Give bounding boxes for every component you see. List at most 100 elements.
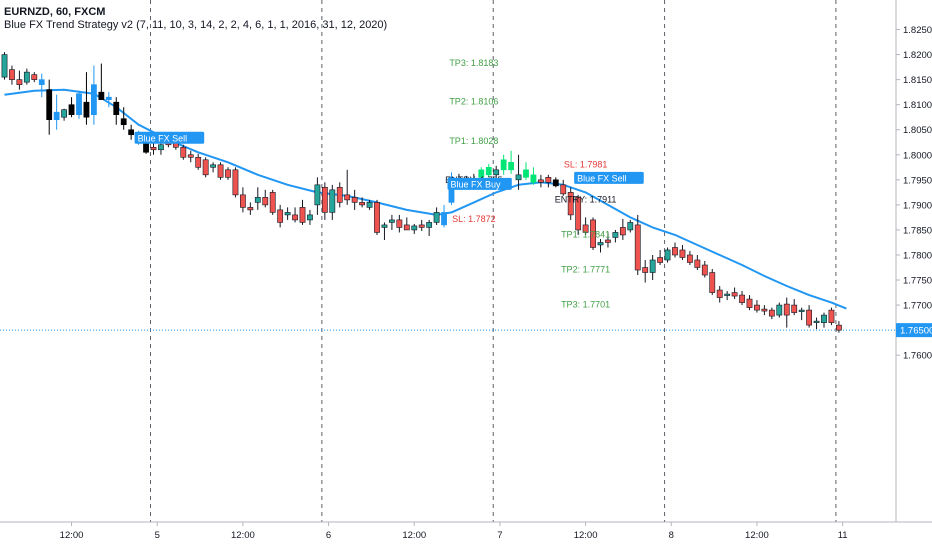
signal-tag: Blue FX Buy — [447, 177, 512, 190]
candle-body — [754, 304, 760, 311]
candle — [336, 182, 343, 208]
candle — [217, 162, 224, 180]
time-tick-label: 6 — [326, 530, 331, 541]
candle — [754, 300, 760, 313]
candle-body — [612, 232, 619, 238]
candle — [46, 79, 53, 135]
candle-body — [709, 272, 716, 293]
candle-body — [307, 214, 313, 221]
candle-body — [23, 71, 30, 83]
candle-body — [381, 224, 388, 228]
candle — [701, 260, 708, 278]
candle-body — [374, 202, 380, 233]
candle — [731, 287, 738, 300]
candle — [38, 73, 45, 98]
strategy-title: Blue FX Trend Strategy v2 (7, 11, 10, 3,… — [4, 19, 388, 31]
candle-body — [158, 144, 164, 151]
candle — [441, 204, 447, 228]
last-price-tag-label: 1.76500 — [900, 326, 932, 337]
candle — [664, 247, 671, 263]
candle-body — [686, 254, 693, 263]
candle-body — [46, 89, 53, 121]
candle-body — [284, 212, 291, 216]
candle — [783, 297, 790, 328]
candle — [105, 92, 112, 108]
trade-level-label: ENTRY: 1.7911 — [555, 194, 617, 204]
candle-body — [344, 194, 351, 201]
candle-body — [31, 74, 38, 80]
candle — [642, 259, 649, 283]
time-tick-label: 8 — [669, 530, 674, 541]
price-tick-label: 1.77000 — [903, 301, 932, 312]
candle-body — [150, 146, 157, 151]
signal-tag-background — [447, 177, 512, 190]
price-tick-label: 1.78000 — [903, 250, 932, 261]
candle-body — [240, 194, 246, 208]
signal-tag: Blue FX Sell — [574, 171, 644, 184]
candle-body — [388, 219, 395, 223]
candle-body — [672, 247, 678, 256]
candle-body — [716, 289, 723, 298]
candle — [806, 305, 812, 328]
candle — [515, 154, 522, 190]
candle — [98, 63, 105, 100]
candle-body — [523, 169, 529, 178]
candle — [679, 244, 686, 260]
candle-body — [768, 309, 775, 317]
time-tick-label: 12:00 — [574, 530, 598, 541]
trade-level-label: SL: 1.7981 — [564, 159, 608, 169]
candle-body — [1, 54, 8, 78]
candle — [314, 177, 321, 215]
candle-body — [515, 174, 522, 181]
candle — [776, 302, 783, 318]
trade-level-label: TP2: 1.7771 — [561, 265, 610, 275]
candle-body — [105, 96, 112, 100]
price-tick-label: 1.81500 — [903, 75, 932, 86]
candle-body — [61, 109, 67, 118]
candle — [619, 218, 626, 240]
candle-body — [396, 219, 403, 228]
candle-body — [478, 169, 485, 178]
candle — [739, 291, 745, 306]
candle — [262, 189, 269, 208]
price-tick-label: 1.78500 — [903, 225, 932, 236]
price-tick-label: 1.82000 — [903, 50, 932, 61]
candle — [366, 199, 373, 210]
signal-tag-label: Blue FX Sell — [577, 173, 627, 183]
candle — [649, 254, 656, 281]
candle — [835, 321, 842, 333]
candle — [798, 307, 805, 321]
candle-body — [426, 222, 433, 228]
candle — [187, 150, 194, 163]
candle — [31, 72, 38, 83]
time-tick-label: 11 — [838, 530, 848, 541]
candle — [277, 204, 284, 228]
candle — [240, 187, 246, 213]
candle-body — [798, 309, 805, 312]
time-tick-label: 12:00 — [60, 530, 84, 541]
candle-body — [277, 209, 284, 223]
candle — [195, 153, 202, 170]
candle — [120, 107, 127, 130]
candle — [247, 202, 254, 215]
ema-line — [4, 88, 847, 310]
candle-body — [366, 202, 373, 208]
trade-level-label: TP1: 1.7841 — [561, 229, 610, 239]
candle — [396, 214, 403, 233]
candle — [537, 174, 544, 188]
candle — [657, 249, 663, 266]
last-price-tag: 1.76500 — [896, 323, 932, 338]
candle-body — [336, 187, 343, 203]
candle — [582, 217, 589, 235]
time-axis[interactable]: 12:00 5 12:00 6 12:00 7 12:00 8 12:00 11 — [60, 522, 848, 541]
candle-body — [537, 179, 544, 183]
candle — [426, 219, 433, 236]
candle-body — [813, 320, 820, 323]
ema-series-line — [4, 88, 847, 310]
candle — [403, 217, 410, 231]
candle-body — [91, 84, 97, 116]
signal-tag: Blue FX Sell — [134, 131, 205, 144]
candle — [128, 124, 135, 140]
candle — [9, 65, 15, 85]
